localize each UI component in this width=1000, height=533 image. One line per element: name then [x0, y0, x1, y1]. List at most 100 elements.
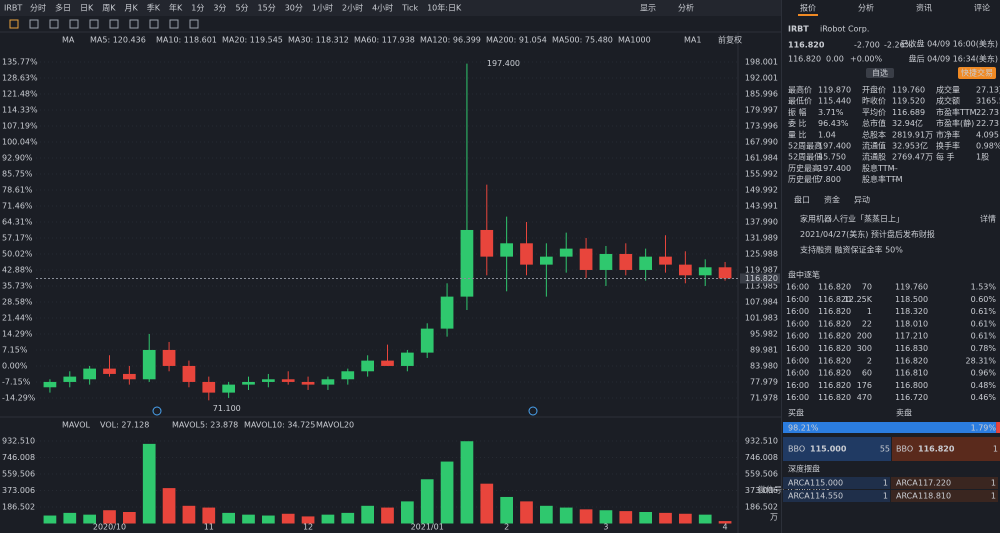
- tool-icon[interactable]: [9, 19, 19, 29]
- drawing-tools[interactable]: [9, 19, 199, 29]
- panel-tab[interactable]: 分析: [858, 3, 874, 13]
- event-marker[interactable]: [528, 406, 538, 416]
- depth-size: 1: [991, 492, 996, 501]
- toolbar-tab[interactable]: 多日: [55, 3, 71, 13]
- toolbar-tab[interactable]: 2小时: [342, 3, 363, 13]
- toolbar-button[interactable]: 分析: [678, 3, 694, 13]
- percent-label: 128.63%: [2, 73, 38, 82]
- depth-bg: [783, 477, 890, 489]
- stat-value: 22.73: [976, 119, 999, 128]
- tool-icon[interactable]: [189, 19, 199, 29]
- candle-body: [43, 381, 57, 388]
- watch-label[interactable]: 自选: [872, 68, 888, 78]
- news-item[interactable]: 支持融资 融资保证金率 50%: [800, 245, 903, 255]
- tool-icon[interactable]: [29, 19, 39, 29]
- percent-label: 50.02%: [2, 249, 33, 258]
- adjust-button[interactable]: 前复权: [718, 35, 742, 45]
- after-price: 116.820: [788, 55, 821, 64]
- toolbar-tab[interactable]: 1小时: [312, 3, 333, 13]
- trade-label[interactable]: 快捷交易: [961, 68, 993, 78]
- tool-icon[interactable]: [69, 19, 79, 29]
- toolbar-tab[interactable]: 5分: [235, 4, 248, 13]
- company: iRobot Corp.: [820, 25, 869, 34]
- tool-icon[interactable]: [89, 19, 99, 29]
- depth-exchange: ARCA: [788, 479, 810, 488]
- toolbar-tab[interactable]: 30分: [285, 4, 303, 13]
- toolbar-tab[interactable]: 3分: [213, 4, 226, 13]
- bbo-ask-bg: [892, 437, 1000, 461]
- toolbar-tab[interactable]: 周K: [102, 4, 116, 13]
- tick-price: 116.820: [818, 344, 851, 353]
- volume-bar: [559, 507, 573, 524]
- stat-label: 股息TTM: [862, 163, 895, 173]
- toolbar-tab[interactable]: 月K: [125, 4, 139, 13]
- candle-body: [500, 243, 513, 257]
- news-item[interactable]: 家用机器人行业「蒸蒸日上」: [800, 214, 904, 224]
- detail-link[interactable]: 详情: [980, 214, 996, 224]
- stat-label: 昨收价: [862, 96, 886, 106]
- percent-label: 71.46%: [2, 202, 33, 211]
- toolbar-tab[interactable]: 分时: [30, 3, 46, 13]
- stat-label: 历史最高: [788, 163, 820, 173]
- unit-label: 万: [770, 513, 778, 522]
- tick-price: 116.820: [818, 307, 851, 316]
- candle-body: [698, 267, 712, 276]
- toolbar-tab[interactable]: 15分: [258, 4, 276, 13]
- depth-size: 1: [991, 479, 996, 488]
- percent-label: 35.73%: [2, 282, 33, 291]
- level-pct: 0.48%: [971, 381, 997, 390]
- indicator-value: MA120: 96.399: [420, 36, 481, 45]
- tool-icon[interactable]: [149, 19, 159, 29]
- stat-label: 振 幅: [788, 107, 807, 117]
- x-tick-label: 2021/01: [411, 523, 444, 532]
- y-tick-label: 746.008: [745, 453, 778, 462]
- tool-icon[interactable]: [129, 19, 139, 29]
- tool-icon[interactable]: [109, 19, 119, 29]
- toolbar-tab[interactable]: 1分: [191, 4, 204, 13]
- toolbar-tab[interactable]: 年K: [169, 3, 183, 13]
- trade-button[interactable]: [958, 67, 996, 79]
- toolbar-tab[interactable]: 10年:日K: [427, 3, 462, 13]
- percent-label: 28.58%: [2, 298, 33, 307]
- depth-price: 117.220: [918, 479, 951, 488]
- level-price: 116.720: [895, 393, 928, 402]
- volume-bar: [162, 488, 176, 524]
- stat-label: 换手率: [936, 141, 960, 151]
- candle-body: [341, 371, 355, 380]
- tool-icon[interactable]: [49, 19, 59, 29]
- stat-label: 成交额: [936, 96, 960, 106]
- event-marker[interactable]: [152, 406, 162, 416]
- sub-tab[interactable]: 异动: [854, 195, 870, 205]
- level-pct: 1.53%: [971, 283, 997, 292]
- panel-tab[interactable]: 资讯: [916, 3, 932, 13]
- sub-tab[interactable]: 资金: [824, 195, 840, 205]
- toolbar-tab[interactable]: 日K: [80, 4, 94, 13]
- symbol[interactable]: IRBT: [4, 4, 22, 13]
- panel-tab[interactable]: 评论: [974, 3, 990, 13]
- depth-price: 118.810: [918, 492, 951, 501]
- buy-ratio-bar: [783, 422, 997, 433]
- toolbar-tab[interactable]: 季K: [147, 3, 161, 13]
- volume-bar: [83, 514, 96, 524]
- stat-label: 股息率TTM: [862, 174, 903, 184]
- bbo-label: BBO: [788, 445, 805, 454]
- toolbar-tab[interactable]: Tick: [401, 4, 418, 13]
- sub-tab[interactable]: 盘口: [794, 195, 810, 205]
- toolbar-tab[interactable]: 4小时: [372, 3, 393, 13]
- watch-button[interactable]: [866, 68, 894, 78]
- stat-value: 32.953亿: [892, 141, 928, 151]
- candle-body: [679, 264, 692, 276]
- toolbar-button[interactable]: 显示: [640, 4, 656, 13]
- candle-body: [361, 360, 374, 372]
- percent-label: 42.88%: [2, 265, 33, 274]
- percent-label: 121.48%: [2, 90, 38, 99]
- tool-icon[interactable]: [169, 19, 179, 29]
- panel-tab[interactable]: 报价: [800, 3, 816, 13]
- news-item[interactable]: 2021/04/27(美东) 预计盘后发布财报: [800, 229, 935, 239]
- percent-label: 114.33%: [2, 106, 38, 115]
- indicator-value: MA5: 120.436: [90, 36, 146, 45]
- indicator-value: VOL: 27.128: [100, 421, 149, 430]
- tick-volume: 200: [857, 332, 872, 341]
- percent-label: 14.29%: [2, 330, 33, 339]
- percent-label: -14.29%: [2, 394, 36, 403]
